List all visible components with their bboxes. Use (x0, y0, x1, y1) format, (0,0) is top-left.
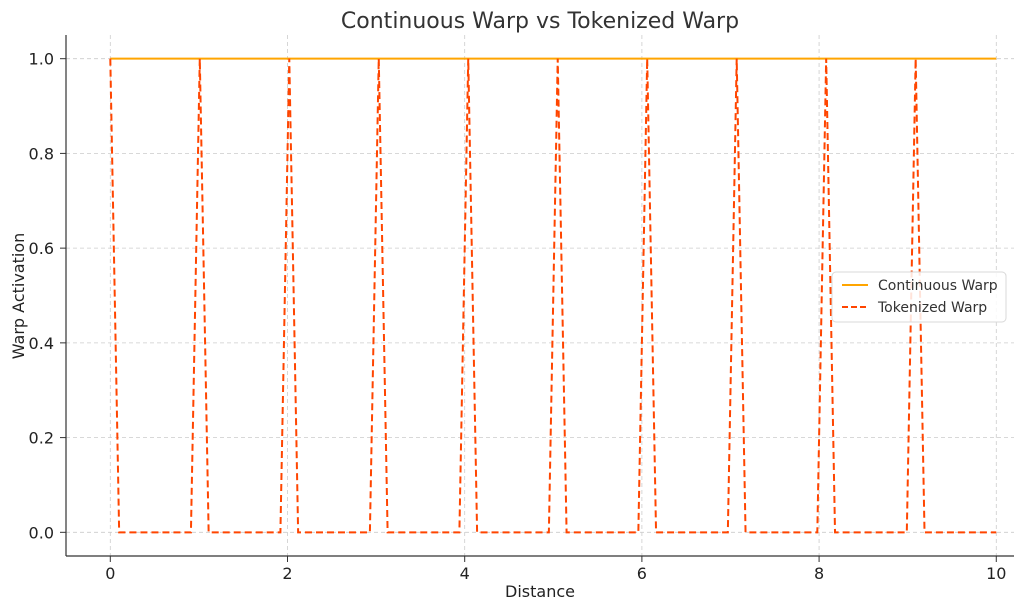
y-tick-label: 0.8 (29, 144, 54, 163)
legend-label-continuous-warp: Continuous Warp (878, 278, 998, 294)
x-tick-label: 8 (814, 564, 824, 583)
y-tick-label: 1.0 (29, 50, 54, 69)
chart-title: Continuous Warp vs Tokenized Warp (341, 9, 739, 34)
legend-box (831, 271, 1007, 323)
x-tick-label: 4 (460, 564, 470, 583)
legend-label-tokenized-warp: Tokenized Warp (877, 300, 987, 316)
x-tick-label: 6 (637, 564, 647, 583)
x-tick-label: 2 (282, 564, 292, 583)
y-ticks: 0.0 0.2 0.4 0.6 0.8 1.0 (29, 50, 66, 542)
legend: Continuous Warp Tokenized Warp (831, 271, 1007, 323)
y-tick-label: 0.2 (29, 429, 54, 448)
x-axis-label: Distance (505, 582, 575, 601)
y-tick-label: 0.6 (29, 239, 54, 258)
x-ticks: 0 2 4 6 8 10 (105, 556, 1006, 583)
series-group (109, 57, 997, 534)
series-line-tokenized-warp (109, 58, 997, 534)
x-tick-label: 0 (105, 564, 115, 583)
y-axis-label: Warp Activation (9, 233, 28, 360)
y-tick-label: 0.4 (29, 334, 54, 353)
y-tick-label: 0.0 (29, 523, 54, 542)
x-tick-label: 10 (986, 564, 1006, 583)
